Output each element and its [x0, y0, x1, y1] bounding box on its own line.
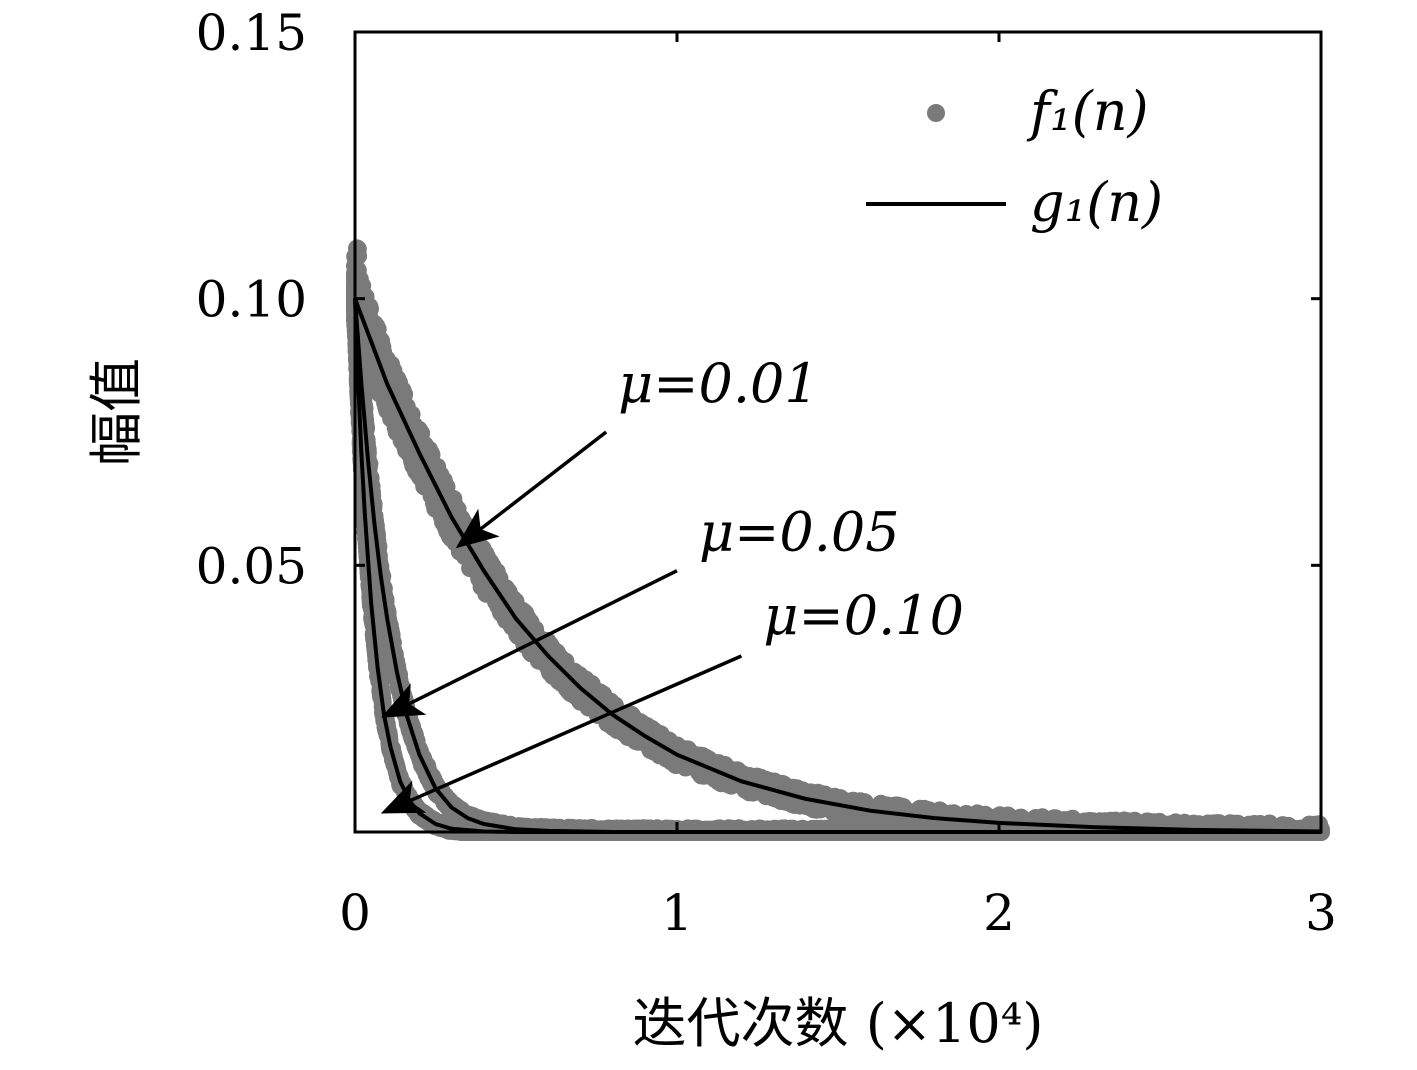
scatter-point — [349, 247, 368, 265]
series-2-scatter — [346, 269, 1330, 841]
